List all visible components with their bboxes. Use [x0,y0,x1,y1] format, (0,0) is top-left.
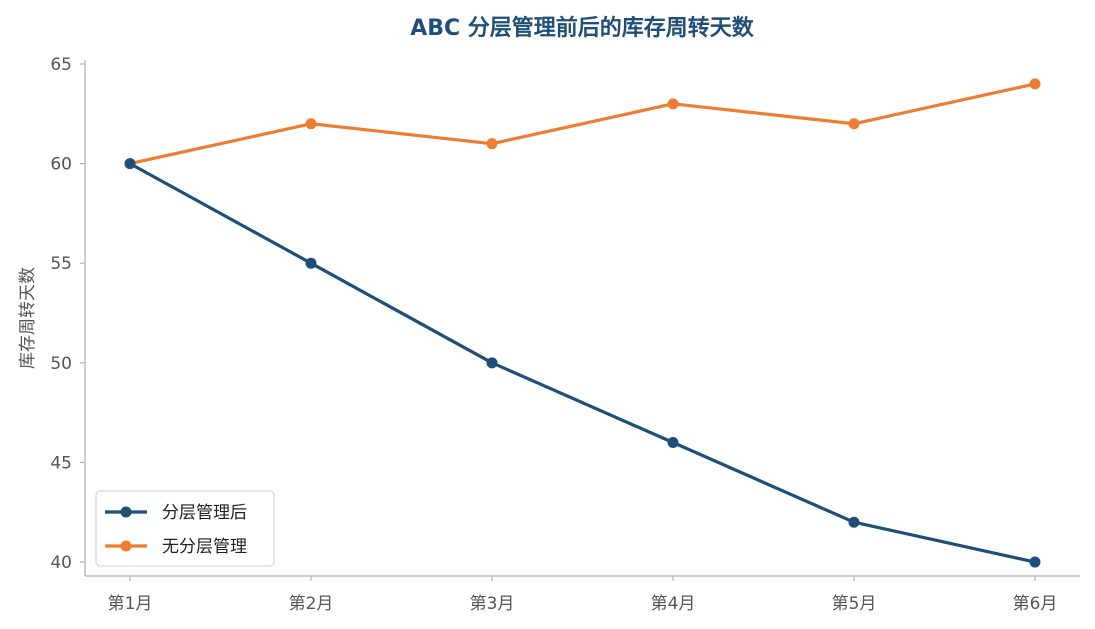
y-axis-label: 库存周转天数 [18,267,38,369]
x-ticks: 第1月 第2月 第3月 第4月 第5月 第6月 [108,576,1058,614]
chart-title: ABC 分层管理前后的库存周转天数 [410,15,755,41]
data-point [486,138,498,150]
data-point [848,118,860,130]
series-group [124,78,1041,170]
y-tick-label: 60 [50,155,72,175]
data-point [848,516,860,528]
y-ticks: 40 45 50 55 60 65 [50,55,85,573]
data-point [1029,556,1041,568]
legend-marker [120,540,132,552]
data-point [486,357,498,369]
data-point [667,437,679,449]
legend-label: 分层管理后 [162,503,247,523]
data-point [1029,78,1041,90]
legend-marker [120,506,132,518]
data-point [124,158,136,170]
y-tick-label: 45 [50,453,72,473]
y-tick-label: 50 [50,354,72,374]
x-tick-label: 第3月 [470,594,515,614]
x-tick-label: 第6月 [1013,594,1058,614]
series-line [129,162,1036,564]
series-layer [124,78,1041,568]
data-point [305,118,317,130]
y-tick-label: 40 [50,553,72,573]
data-point [305,257,317,269]
y-tick-label: 65 [50,55,72,75]
x-tick-label: 第2月 [289,594,334,614]
series-line [129,82,1036,166]
x-tick-label: 第1月 [108,594,153,614]
data-point [667,98,679,110]
x-tick-label: 第5月 [832,594,877,614]
legend-label: 无分层管理 [162,537,247,557]
series-group [124,158,1041,568]
y-tick-label: 55 [50,254,72,274]
x-tick-label: 第4月 [651,594,696,614]
